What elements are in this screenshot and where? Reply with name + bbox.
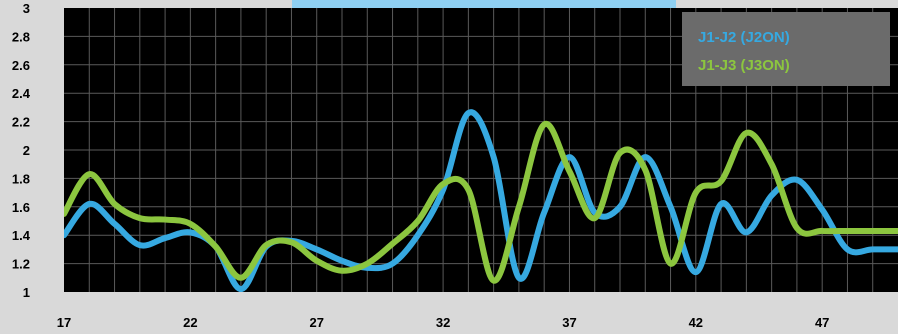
x-tick-label: 37	[562, 315, 576, 330]
legend-box	[682, 12, 890, 86]
y-tick-label: 1.8	[12, 171, 30, 186]
legend-label-j1-j3: J1-J3 (J3ON)	[698, 57, 790, 74]
x-tick-label: 27	[309, 315, 323, 330]
y-tick-label: 1.2	[12, 257, 30, 272]
y-tick-label: 2	[23, 143, 30, 158]
x-axis-ticks: 17 22 27 32 37 42 47	[57, 315, 830, 330]
y-tick-label: 2.4	[12, 86, 31, 101]
y-tick-label: 1	[23, 285, 30, 300]
y-tick-label: 1.4	[12, 228, 31, 243]
legend: J1-J2 (J2ON) J1-J3 (J3ON)	[682, 12, 890, 86]
y-tick-label: 2.8	[12, 29, 30, 44]
x-tick-label: 47	[815, 315, 829, 330]
y-tick-label: 1.6	[12, 200, 30, 215]
y-tick-label: 2.6	[12, 58, 30, 73]
x-tick-label: 22	[183, 315, 197, 330]
series-line-j1-j3	[64, 120, 898, 284]
x-tick-label: 17	[57, 315, 71, 330]
x-tick-label: 32	[436, 315, 450, 330]
series-layer	[64, 109, 898, 292]
x-tick-label: 42	[689, 315, 703, 330]
legend-label-j1-j2: J1-J2 (J2ON)	[698, 29, 790, 46]
y-tick-label: 3	[23, 1, 30, 16]
y-tick-label: 2.2	[12, 115, 30, 130]
y-axis-ticks: 1 1.2 1.4 1.6 1.8 2 2.2 2.4 2.6 2.8 3	[12, 1, 31, 300]
top-highlight-band	[292, 0, 676, 8]
